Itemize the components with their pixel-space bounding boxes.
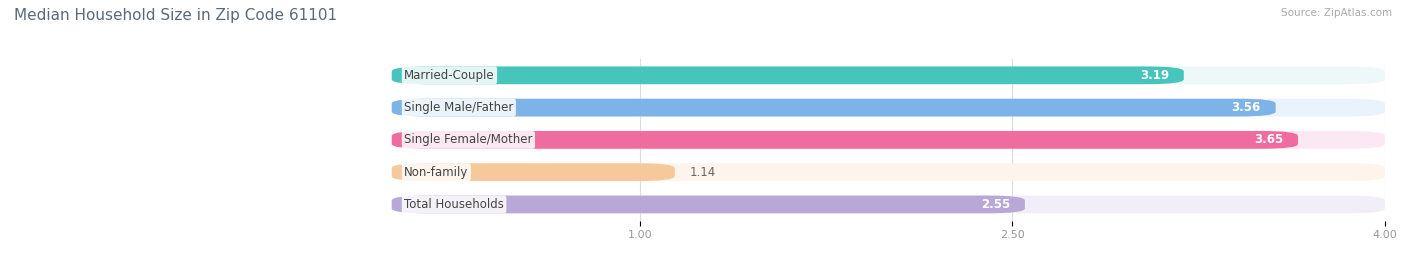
FancyBboxPatch shape [392,99,1385,116]
FancyBboxPatch shape [392,163,1385,181]
Text: Single Female/Mother: Single Female/Mother [404,133,533,146]
Text: 3.19: 3.19 [1140,69,1168,82]
Text: Median Household Size in Zip Code 61101: Median Household Size in Zip Code 61101 [14,8,337,23]
Text: 1.14: 1.14 [690,166,716,179]
Text: 2.55: 2.55 [981,198,1010,211]
FancyBboxPatch shape [392,196,1025,213]
Text: Single Male/Father: Single Male/Father [404,101,513,114]
Text: 3.65: 3.65 [1254,133,1284,146]
Text: 3.56: 3.56 [1232,101,1261,114]
FancyBboxPatch shape [392,131,1385,149]
FancyBboxPatch shape [392,131,1298,149]
FancyBboxPatch shape [392,66,1184,84]
Text: Non-family: Non-family [404,166,468,179]
Text: Married-Couple: Married-Couple [404,69,495,82]
Text: Source: ZipAtlas.com: Source: ZipAtlas.com [1281,8,1392,18]
FancyBboxPatch shape [392,196,1385,213]
FancyBboxPatch shape [392,99,1275,116]
FancyBboxPatch shape [392,66,1385,84]
Text: Total Households: Total Households [404,198,503,211]
FancyBboxPatch shape [392,163,675,181]
